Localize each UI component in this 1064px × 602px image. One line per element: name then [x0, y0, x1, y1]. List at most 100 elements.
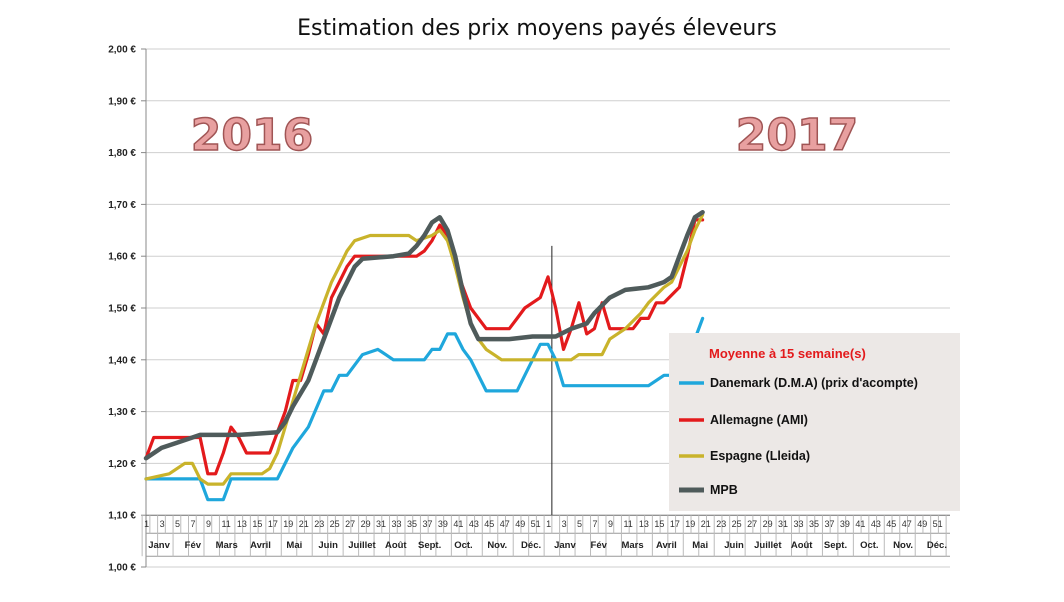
series-line-4 — [143, 209, 705, 461]
x-tick-label: 19 — [283, 519, 293, 529]
x-tick-label: 7 — [191, 519, 196, 529]
x-month-label: Mai — [286, 540, 302, 551]
x-tick-label: 43 — [871, 519, 881, 529]
y-tick-label: 1,40 € — [108, 355, 136, 366]
x-tick-label: 29 — [763, 519, 773, 529]
x-month-label: Janv — [148, 540, 170, 551]
x-tick-label: 21 — [701, 519, 711, 529]
y-tick-label: 1,30 € — [108, 407, 136, 418]
x-month-label: Août — [791, 540, 813, 551]
x-tick-label: 9 — [206, 519, 211, 529]
y-tick-label: 1,50 € — [108, 304, 136, 315]
x-month-label: Juillet — [348, 540, 376, 551]
x-tick-label: 31 — [376, 519, 386, 529]
x-tick-label: 49 — [515, 519, 525, 529]
x-month-label: Avril — [250, 540, 271, 551]
y-tick-label: 1,20 € — [108, 459, 136, 470]
x-tick-label: 27 — [345, 519, 355, 529]
legend-title: Moyenne à 15 semaine(s) — [709, 346, 866, 361]
y-tick-label: 1,70 € — [108, 200, 136, 211]
legend-box — [669, 333, 960, 511]
x-month-label: Juillet — [754, 540, 782, 551]
x-tick-label: 49 — [917, 519, 927, 529]
x-tick-label: 41 — [453, 519, 463, 529]
series-line-3 — [144, 213, 705, 486]
x-tick-label: 1 — [546, 519, 551, 529]
x-month-label: Sept. — [418, 540, 441, 551]
x-tick-label: 33 — [392, 519, 402, 529]
x-tick-label: 19 — [685, 519, 695, 529]
x-tick-label: 9 — [608, 519, 613, 529]
legend-label: Espagne (Lleida) — [710, 449, 810, 463]
x-tick-label: 23 — [314, 519, 324, 529]
legend-label: Danemark (D.M.A) (prix d'acompte) — [710, 376, 918, 390]
x-tick-label: 3 — [562, 519, 567, 529]
x-tick-label: 35 — [809, 519, 819, 529]
y-axis-ticks: 1,00 € 1,10 € 1,20 € 1,30 € 1,40 € 1,50 € 1,60… — [108, 45, 136, 574]
y-tick-label: 1,80 € — [108, 148, 136, 159]
y-tick-label: 2,00 € — [108, 45, 136, 56]
x-month-label: Oct. — [454, 540, 472, 551]
x-tick-label: 35 — [407, 519, 417, 529]
x-tick-label: 3 — [160, 519, 165, 529]
x-month-label: Août — [385, 540, 407, 551]
x-tick-label: 29 — [361, 519, 371, 529]
x-tick-label: 31 — [778, 519, 788, 529]
x-month-label: Nov. — [487, 540, 507, 551]
x-tick-label: 47 — [902, 519, 912, 529]
series-line-1 — [144, 316, 705, 502]
chart-title: Estimation des prix moyens payés éleveur… — [297, 16, 777, 41]
x-tick-label: 39 — [840, 519, 850, 529]
x-tick-label: 17 — [268, 519, 278, 529]
x-month-label: Mars — [216, 540, 238, 551]
x-tick-label: 27 — [747, 519, 757, 529]
x-tick-label: 1 — [144, 519, 149, 529]
x-month-label: Juin — [318, 540, 338, 551]
x-tick-label: 45 — [484, 519, 494, 529]
legend-label: Allemagne (AMI) — [710, 413, 808, 427]
x-axis: 1 3 5 7 9 11 13 15 17 19 21 23 25 27 29 31 33 35 37 39 41 43 4… — [141, 514, 950, 557]
x-month-label: Mai — [692, 540, 708, 551]
x-tick-label: 15 — [654, 519, 664, 529]
x-tick-label: 45 — [886, 519, 896, 529]
x-tick-label: 47 — [500, 519, 510, 529]
x-tick-label: 37 — [824, 519, 834, 529]
legend-label: MPB — [710, 483, 738, 497]
x-month-label: Juin — [724, 540, 744, 551]
x-tick-label: 7 — [593, 519, 598, 529]
x-month-label: Oct. — [860, 540, 878, 551]
x-month-label: Mars — [621, 540, 643, 551]
x-tick-label: 25 — [330, 519, 340, 529]
x-tick-label: 25 — [732, 519, 742, 529]
y-tick-label: 1,60 € — [108, 252, 136, 263]
x-month-label: Fév — [591, 540, 608, 551]
y-tick-label: 1,00 € — [108, 563, 136, 574]
x-tick-label: 5 — [175, 519, 180, 529]
x-tick-label: 15 — [252, 519, 262, 529]
x-tick-label: 43 — [469, 519, 479, 529]
x-tick-label: 51 — [933, 519, 943, 529]
x-tick-label: 17 — [670, 519, 680, 529]
x-tick-label: 11 — [221, 519, 230, 529]
y-tick-label: 1,10 € — [108, 511, 136, 522]
x-tick-label: 11 — [623, 519, 632, 529]
series-lines — [143, 209, 705, 502]
legend: Moyenne à 15 semaine(s) Danemark (D.M.A)… — [669, 333, 960, 511]
x-tick-label: 21 — [299, 519, 309, 529]
year-label-2016: 2016 — [191, 110, 313, 161]
x-month-label: Janv — [554, 540, 576, 551]
x-tick-label: 41 — [855, 519, 865, 529]
y-tick-label: 1,90 € — [108, 96, 136, 107]
x-month-label: Avril — [656, 540, 677, 551]
x-tick-label: 23 — [716, 519, 726, 529]
x-month-label: Nov. — [893, 540, 913, 551]
x-tick-label: 13 — [237, 519, 247, 529]
x-month-label: Déc. — [927, 540, 947, 551]
x-tick-label: 13 — [639, 519, 649, 529]
x-month-label: Sept. — [824, 540, 847, 551]
x-month-label: Fév — [185, 540, 202, 551]
x-month-label: Déc. — [521, 540, 541, 551]
x-tick-label: 51 — [531, 519, 541, 529]
x-tick-label: 39 — [438, 519, 448, 529]
